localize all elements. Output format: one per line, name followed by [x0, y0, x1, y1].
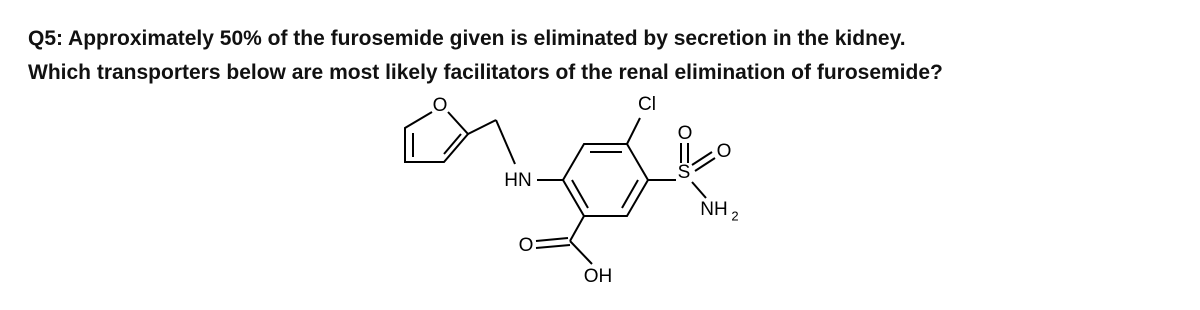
atom-label: Cl: [638, 94, 656, 115]
atom-label: OH: [584, 266, 613, 287]
atom-label: O: [678, 123, 693, 144]
atom-subscript: 2: [731, 208, 738, 223]
atom-label: NH: [700, 199, 727, 220]
atom-label: O: [519, 235, 534, 256]
atom-label: S: [678, 162, 691, 183]
question-line: Q5: Approximately 50% of the furosemide …: [28, 27, 906, 50]
atom-label: O: [717, 141, 732, 162]
atom-label: HN: [504, 170, 531, 191]
molecule-bonds: [404, 111, 716, 265]
atom-label: O: [433, 95, 448, 116]
question-line: Which transporters below are most likely…: [28, 61, 943, 84]
